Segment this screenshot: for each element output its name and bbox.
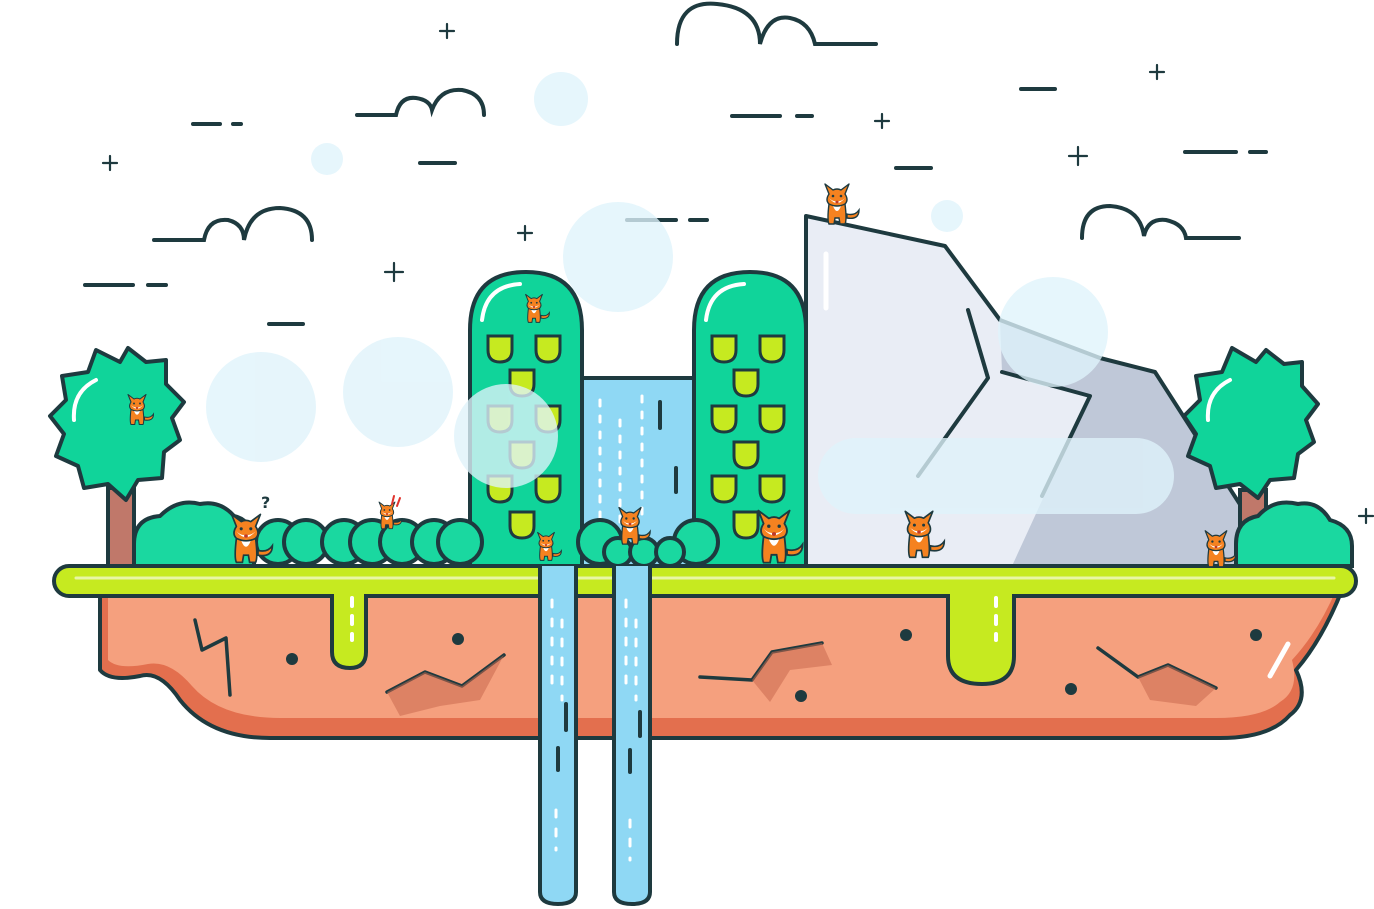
cloud-outline <box>355 87 486 118</box>
cloud-outline <box>1080 203 1241 240</box>
grass <box>52 564 1358 687</box>
soil-pebble <box>1065 683 1077 695</box>
sparkle-plus-icon <box>383 261 405 283</box>
soil-pebble <box>795 690 807 702</box>
lime-leaves <box>710 334 786 540</box>
bubble <box>206 352 316 462</box>
question-mark-icon: ? <box>261 493 270 512</box>
bush-ball <box>654 536 686 568</box>
bubble-pill <box>818 438 1174 514</box>
water-columns <box>538 566 652 907</box>
sparkle-plus-icon <box>1148 63 1166 81</box>
bubble <box>311 143 343 175</box>
crack-shadow <box>752 643 832 702</box>
sparkle-plus-icon <box>1357 507 1374 525</box>
exclamation-icon <box>391 495 401 507</box>
water-column <box>538 566 578 907</box>
water-column <box>612 566 652 907</box>
sparkle-plus-icon <box>438 22 456 40</box>
island <box>98 588 1344 740</box>
sparkles <box>101 22 1374 525</box>
fox-icon[interactable] <box>378 501 403 530</box>
bubble <box>454 384 558 488</box>
crack-shadow <box>1138 665 1216 706</box>
bush-ball <box>436 518 484 566</box>
cloud-outline <box>675 1 878 46</box>
soil-pebble <box>1250 629 1262 641</box>
crack-shadow <box>387 655 504 716</box>
sky <box>83 1 1268 326</box>
soil-crack <box>193 618 232 697</box>
sparkle-plus-icon <box>101 154 119 172</box>
bubble <box>563 202 673 312</box>
bubbles <box>206 72 1174 514</box>
bubble <box>931 200 963 232</box>
sparkle-plus-icon <box>873 112 891 130</box>
bush <box>1234 500 1354 568</box>
sparkle-plus-icon <box>516 224 534 242</box>
soil-pebble <box>452 633 464 645</box>
cloud-outline <box>152 205 314 242</box>
fox-icon[interactable] <box>824 183 860 225</box>
tree-left <box>48 346 186 570</box>
bushes <box>132 500 1354 568</box>
bubble <box>534 72 588 126</box>
soil-pebble <box>286 653 298 665</box>
soil-shine <box>1267 641 1291 679</box>
grass-drip <box>946 594 1016 687</box>
sparkle-plus-icon <box>1067 145 1089 167</box>
pillar-tree-right <box>692 269 808 568</box>
grass-drip <box>330 594 368 671</box>
soil-pebble <box>900 629 912 641</box>
bubble <box>998 277 1108 387</box>
bubble <box>343 337 453 447</box>
